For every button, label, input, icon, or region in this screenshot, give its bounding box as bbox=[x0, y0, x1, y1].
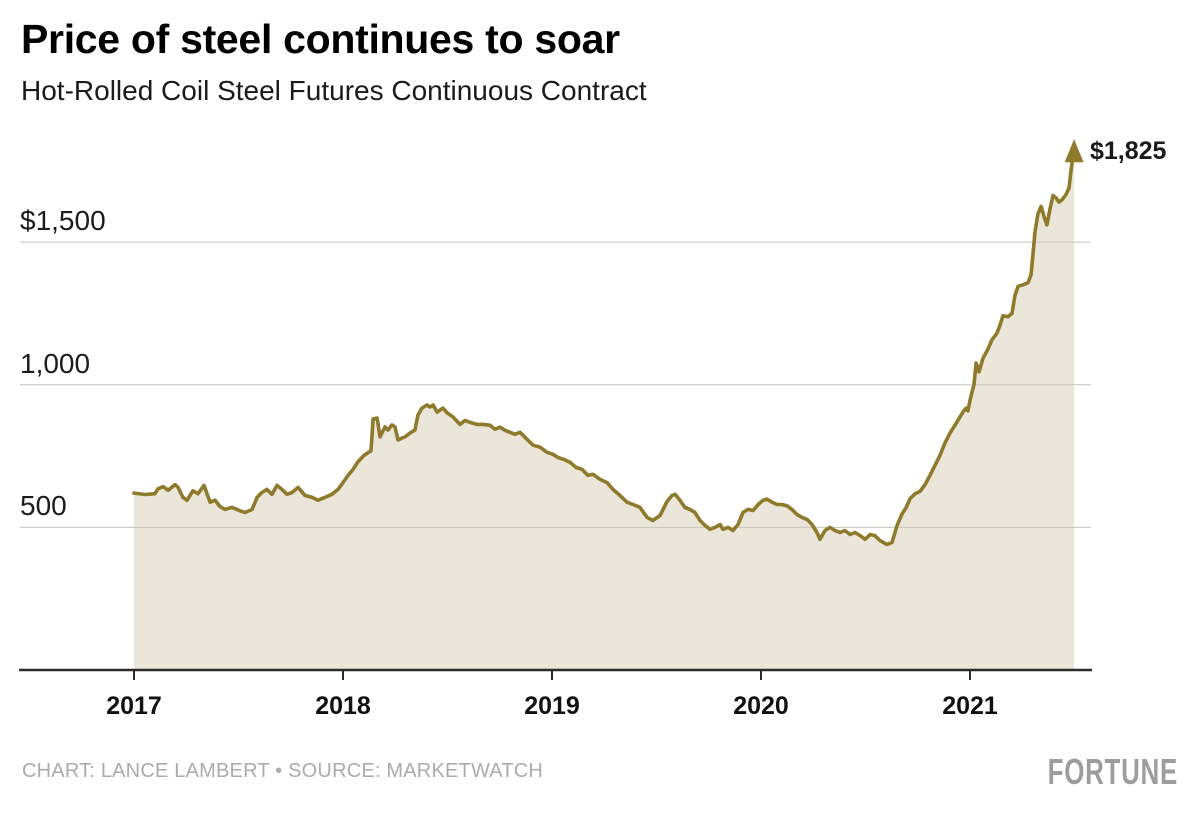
chart-title: Price of steel continues to soar bbox=[21, 16, 620, 62]
arrow-up-icon bbox=[1064, 139, 1084, 163]
series-area-fill bbox=[134, 149, 1075, 670]
x-axis-label-2017: 2017 bbox=[106, 692, 162, 720]
fortune-logo: FORTUNE bbox=[1047, 751, 1178, 792]
x-axis-label-2018: 2018 bbox=[315, 692, 371, 720]
chart-subtitle: Hot-Rolled Coil Steel Futures Continuous… bbox=[21, 75, 647, 106]
x-axis-label-2019: 2019 bbox=[524, 692, 580, 720]
x-axis-label-2021: 2021 bbox=[942, 692, 998, 720]
y-axis-label-1500: $1,500 bbox=[20, 205, 106, 237]
end-value-label: $1,825 bbox=[1090, 137, 1167, 165]
y-axis-label-1000: 1,000 bbox=[20, 347, 91, 379]
series-line bbox=[132, 147, 1076, 547]
chart-credit: CHART: LANCE LAMBERT • SOURCE: MARKETWAT… bbox=[22, 760, 544, 782]
x-axis-label-2020: 2020 bbox=[733, 692, 789, 720]
y-axis-label-500: 500 bbox=[20, 490, 67, 522]
